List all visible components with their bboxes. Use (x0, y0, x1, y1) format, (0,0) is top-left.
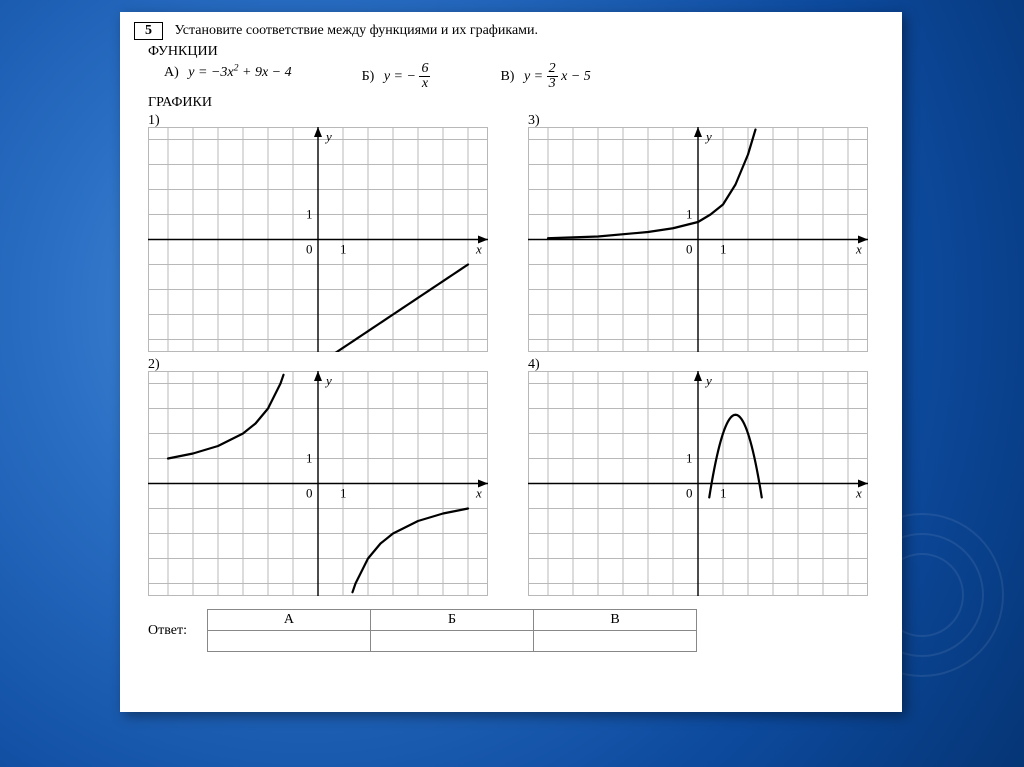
formula-v: y = 23 x − 5 (524, 69, 591, 84)
question-text: Установите соответствие между функциями … (175, 23, 539, 38)
svg-text:0: 0 (686, 242, 693, 257)
graph-2: y x 0 1 1 (148, 371, 488, 596)
question-number: 5 (134, 22, 163, 40)
svg-text:y: y (704, 373, 712, 388)
question-header: 5 Установите соответствие между функциям… (134, 22, 884, 40)
graph-cell-1: 1) yx011 (148, 113, 518, 357)
functions-heading: ФУНКЦИИ (148, 44, 884, 60)
functions-row: А) y = −3x2 + 9x − 4 Б) y = − 6x В) y = … (164, 62, 884, 91)
formula-a: y = −3x2 + 9x − 4 (188, 65, 291, 80)
svg-text:x: x (855, 486, 862, 501)
svg-text:1: 1 (720, 242, 727, 257)
svg-text:1: 1 (686, 451, 693, 466)
graph-1: y x 0 1 1 (148, 127, 488, 352)
function-b: Б) y = − 6x (362, 62, 431, 91)
svg-text:1: 1 (686, 207, 693, 222)
svg-text:x: x (475, 486, 482, 501)
answer-row: Ответ: А Б В (148, 609, 884, 652)
svg-text:0: 0 (306, 486, 313, 501)
worksheet-page: 5 Установите соответствие между функциям… (120, 12, 902, 712)
svg-text:x: x (475, 242, 482, 257)
answer-cell-v[interactable] (533, 631, 696, 652)
answer-header-v: В (533, 610, 696, 631)
svg-text:x: x (855, 242, 862, 257)
svg-text:1: 1 (340, 242, 347, 257)
graph-cell-3: 3) yx011 (528, 113, 898, 357)
answer-table: А Б В (207, 609, 697, 652)
svg-text:1: 1 (340, 486, 347, 501)
answer-cell-b[interactable] (370, 631, 533, 652)
svg-text:1: 1 (720, 486, 727, 501)
graphs-grid: 1) yx011 3) yx011 2) yx011 4) yx011 (148, 113, 884, 601)
svg-text:y: y (704, 129, 712, 144)
svg-text:y: y (324, 129, 332, 144)
graph-3: y x 0 1 1 (528, 127, 868, 352)
graphs-heading: ГРАФИКИ (148, 95, 884, 111)
answer-label: Ответ: (148, 623, 187, 639)
answer-header-b: Б (370, 610, 533, 631)
function-a: А) y = −3x2 + 9x − 4 (164, 62, 292, 91)
svg-text:0: 0 (306, 242, 313, 257)
graph-cell-2: 2) yx011 (148, 357, 518, 601)
svg-text:1: 1 (306, 207, 313, 222)
svg-text:1: 1 (306, 451, 313, 466)
graph-4: y x 0 1 1 (528, 371, 868, 596)
answer-cell-a[interactable] (207, 631, 370, 652)
answer-header-a: А (207, 610, 370, 631)
svg-text:y: y (324, 373, 332, 388)
formula-b: y = − 6x (384, 69, 431, 84)
function-v: В) y = 23 x − 5 (500, 62, 590, 91)
svg-text:0: 0 (686, 486, 693, 501)
graph-cell-4: 4) yx011 (528, 357, 898, 601)
